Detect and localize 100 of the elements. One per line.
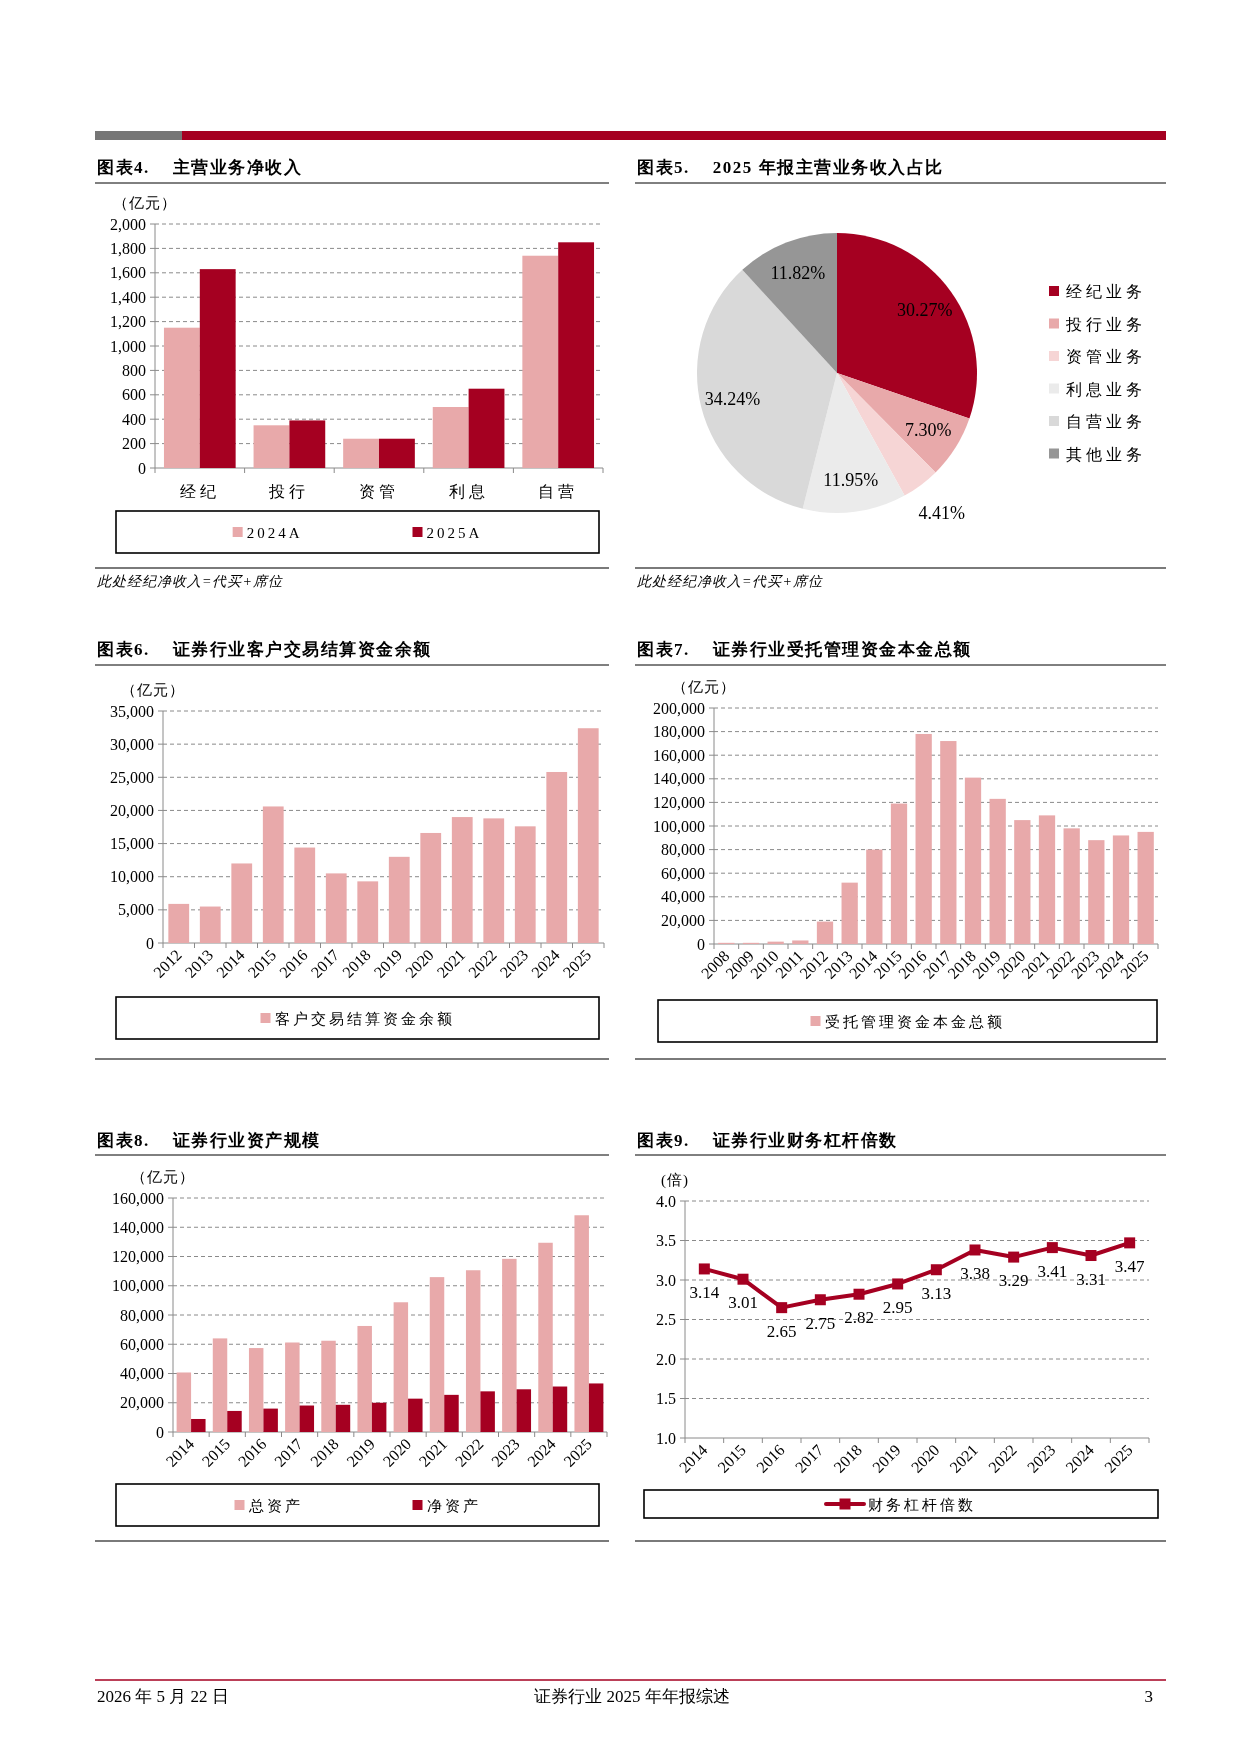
y-tick-label: 4.0 bbox=[656, 1192, 676, 1210]
bar bbox=[514, 826, 536, 943]
bar bbox=[890, 803, 908, 944]
y-tick-label: 120,000 bbox=[112, 1248, 164, 1265]
bar bbox=[480, 1391, 495, 1432]
bar bbox=[393, 1302, 409, 1432]
bar bbox=[1088, 840, 1105, 944]
data-label: 11.82% bbox=[770, 262, 826, 283]
bar bbox=[465, 1270, 481, 1432]
bar bbox=[262, 806, 284, 943]
bar bbox=[451, 817, 473, 943]
y-axis-title: (倍) bbox=[661, 1172, 689, 1189]
point bbox=[853, 1288, 865, 1300]
bar bbox=[432, 407, 469, 468]
bar bbox=[371, 1402, 387, 1432]
y-tick-label: 0 bbox=[138, 459, 146, 477]
bar bbox=[212, 1338, 228, 1432]
text: 证券行业 2025 年年报综述 bbox=[534, 1687, 730, 1706]
y-tick-label: 60,000 bbox=[661, 864, 705, 882]
bar bbox=[357, 881, 379, 943]
x-tick-label: 2021 bbox=[433, 946, 469, 981]
y-tick-label: 3.5 bbox=[656, 1232, 676, 1249]
bar bbox=[468, 388, 505, 468]
point bbox=[1124, 1237, 1136, 1249]
y-tick-label: 0 bbox=[697, 935, 705, 953]
bar bbox=[335, 1404, 351, 1432]
data-label: 2.65 bbox=[766, 1321, 797, 1341]
y-tick-label: 1,000 bbox=[110, 337, 146, 355]
bar bbox=[1014, 820, 1031, 944]
y-tick-label: 80,000 bbox=[120, 1306, 164, 1324]
data-label: 3.47 bbox=[1114, 1256, 1146, 1276]
y-tick-label: 0 bbox=[146, 934, 154, 952]
y-tick-label: 100,000 bbox=[653, 817, 705, 835]
bar bbox=[191, 1418, 206, 1432]
y-tick-label: 40,000 bbox=[661, 888, 705, 906]
data-label: 4.41% bbox=[918, 503, 966, 524]
data-label: 3.38 bbox=[960, 1263, 990, 1283]
data-label: 3.31 bbox=[1076, 1269, 1106, 1289]
bar bbox=[227, 1410, 242, 1432]
y-tick-label: 30,000 bbox=[110, 735, 154, 753]
bar bbox=[588, 1383, 604, 1432]
legend-label: 资管业务 bbox=[1066, 348, 1146, 365]
y-tick-label: 2.5 bbox=[656, 1311, 676, 1328]
bar bbox=[429, 1277, 445, 1432]
y-tick-label: 100,000 bbox=[112, 1277, 164, 1295]
y-tick-label: 160,000 bbox=[112, 1189, 164, 1207]
y-tick-label: 200 bbox=[122, 435, 146, 453]
y-tick-label: 600 bbox=[122, 386, 146, 404]
point bbox=[737, 1273, 749, 1285]
bar bbox=[176, 1372, 192, 1432]
legend: 客户交易结算资金余额 bbox=[115, 996, 600, 1040]
text: 此处经纪净收入=代买+席位 bbox=[97, 574, 283, 589]
bar bbox=[299, 1405, 315, 1432]
bar bbox=[552, 1386, 568, 1432]
y-tick-label: 15,000 bbox=[110, 835, 154, 853]
legend-label: 财务杠杆倍数 bbox=[868, 1496, 976, 1513]
point bbox=[776, 1302, 788, 1314]
y-tick-label: 2.0 bbox=[656, 1350, 676, 1368]
bar bbox=[538, 1242, 553, 1432]
data-label: 3.14 bbox=[689, 1282, 720, 1302]
bar bbox=[285, 1342, 300, 1432]
bar bbox=[574, 1215, 589, 1432]
y-axis-title: （亿元） bbox=[672, 679, 736, 695]
legend-label: 总资产 bbox=[247, 1497, 303, 1514]
y-tick-label: 60,000 bbox=[120, 1335, 164, 1353]
bar bbox=[263, 1408, 278, 1432]
legend: 受托管理资金本金总额 bbox=[657, 999, 1158, 1043]
x-tick-label: 资管 bbox=[359, 483, 399, 500]
bar bbox=[940, 741, 957, 944]
y-tick-label: 10,000 bbox=[110, 868, 154, 886]
point bbox=[930, 1264, 942, 1276]
point bbox=[1085, 1250, 1097, 1262]
y-tick-label: 160,000 bbox=[653, 746, 705, 764]
x-tick-label: 2021 bbox=[946, 1441, 982, 1476]
y-tick-label: 1,200 bbox=[110, 313, 146, 331]
point bbox=[892, 1278, 904, 1290]
data-label: 3.41 bbox=[1037, 1261, 1068, 1281]
legend-label: 2025A bbox=[426, 524, 483, 541]
bar bbox=[483, 818, 505, 943]
point bbox=[969, 1244, 981, 1256]
data-label: 11.95% bbox=[823, 469, 879, 490]
bar bbox=[964, 777, 982, 944]
legend-label: 净资产 bbox=[426, 1497, 481, 1514]
bar bbox=[915, 733, 932, 944]
bar bbox=[199, 269, 236, 468]
y-tick-label: 20,000 bbox=[120, 1394, 164, 1412]
bar bbox=[379, 438, 415, 468]
bar bbox=[546, 771, 568, 943]
legend-label: 投行业务 bbox=[1065, 315, 1146, 333]
bar bbox=[516, 1389, 532, 1433]
y-tick-label: 800 bbox=[122, 361, 146, 379]
data-label: 3.13 bbox=[921, 1283, 952, 1303]
bar bbox=[1137, 831, 1154, 944]
y-tick-label: 20,000 bbox=[661, 911, 705, 929]
y-tick-label: 1.5 bbox=[656, 1390, 676, 1407]
data-label: 2.82 bbox=[844, 1308, 874, 1328]
y-tick-label: 1,600 bbox=[110, 264, 146, 282]
chart-title: 图表6. 证券行业客户交易结算资金余额 bbox=[97, 640, 432, 659]
bar bbox=[1112, 835, 1130, 944]
text: 2026 年 5 月 22 日 bbox=[97, 1687, 229, 1706]
